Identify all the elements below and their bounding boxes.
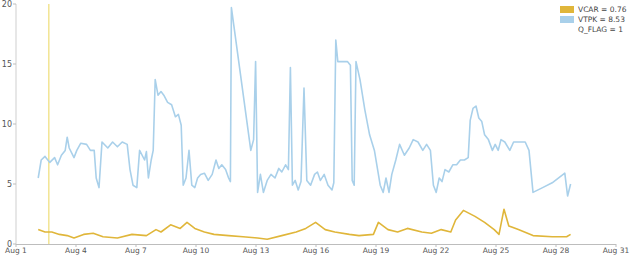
x-tick-label: Aug 19 [363,246,390,255]
legend-swatch [560,6,574,13]
x-tick-label: Aug 4 [65,246,87,255]
legend-swatch [560,16,574,23]
y-tick [13,124,16,125]
cursor-line [48,4,50,244]
x-tick-label: Aug 22 [423,246,450,255]
legend-label: VCAR = 0.76 [578,5,627,14]
x-tick-label: Aug 16 [303,246,330,255]
x-tick-label: Aug 10 [183,246,210,255]
y-tick [13,64,16,65]
chart: 05101520Aug 1Aug 4Aug 7Aug 10Aug 13Aug 1… [0,0,639,255]
legend-label: VTPK = 8.53 [578,15,625,24]
y-tick-label: 10 [2,120,12,129]
plot-area [38,4,570,244]
x-tick-label: Aug 25 [483,246,510,255]
x-tick-label: Aug 1 [5,246,27,255]
series-line [38,209,570,239]
y-tick [13,4,16,5]
y-tick-label: 5 [7,180,12,189]
x-tick-label: Aug 28 [543,246,570,255]
y-tick-label: 20 [2,0,12,9]
y-tick-label: 15 [2,60,12,69]
x-tick-label: Aug 7 [125,246,147,255]
x-tick-label: Aug 13 [243,246,270,255]
legend-label: Q_FLAG = 1 [578,25,623,34]
x-tick-label: Aug 31 [603,246,630,255]
series-line [38,8,570,196]
legend: VCAR = 0.76VTPK = 8.53Q_FLAG = 1 [560,5,627,34]
y-tick [13,184,16,185]
